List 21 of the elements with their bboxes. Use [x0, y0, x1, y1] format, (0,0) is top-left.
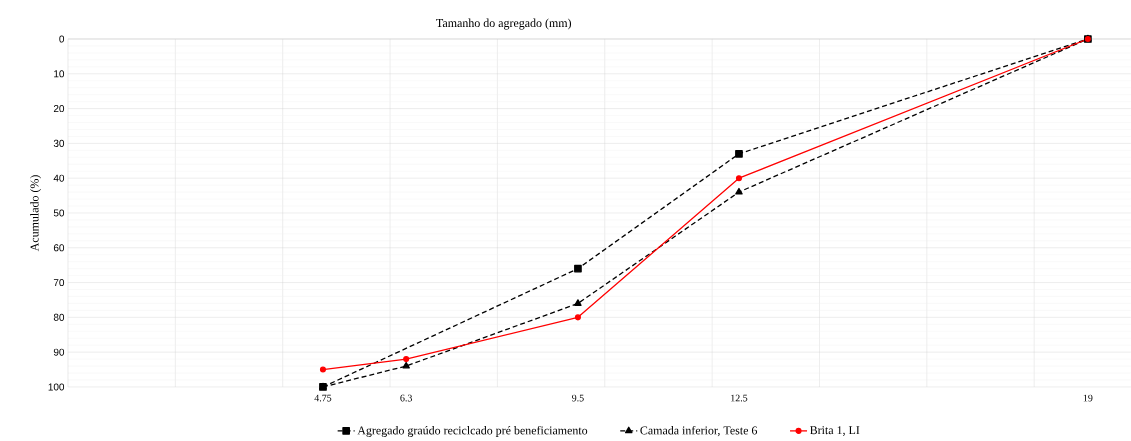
y-tick-label: 40: [53, 174, 65, 182]
y-tick-label: 0: [59, 35, 65, 43]
y-tick-label: 50: [53, 209, 65, 217]
legend-label: Agregado graúdo reciclcado pré beneficiamento: [357, 425, 588, 437]
y-tick-label: 100: [48, 383, 65, 391]
legend-label: Brita 1, LI: [810, 426, 860, 436]
y-tick-label: 30: [53, 139, 65, 147]
y-axis-title: Acumulado (%): [30, 175, 42, 252]
y-tick-label: 80: [53, 313, 65, 321]
x-tick-label: 6.3: [400, 394, 412, 402]
y-tick-label: 10: [54, 70, 65, 78]
chart-title: Tamanho do agregado (mm): [436, 18, 572, 30]
legend-label: Camada inferior, Teste 6: [640, 425, 758, 437]
y-tick-label: 90: [53, 348, 65, 356]
x-tick-label: 4.75: [314, 394, 332, 402]
y-tick-label: 20: [53, 105, 65, 113]
x-tick-label: 12.5: [731, 394, 748, 402]
y-tick-label: 70: [53, 279, 65, 287]
x-tick-label: 9.5: [572, 394, 584, 402]
y-tick-label: 60: [53, 244, 65, 252]
x-tick-label: 19: [1083, 394, 1093, 402]
